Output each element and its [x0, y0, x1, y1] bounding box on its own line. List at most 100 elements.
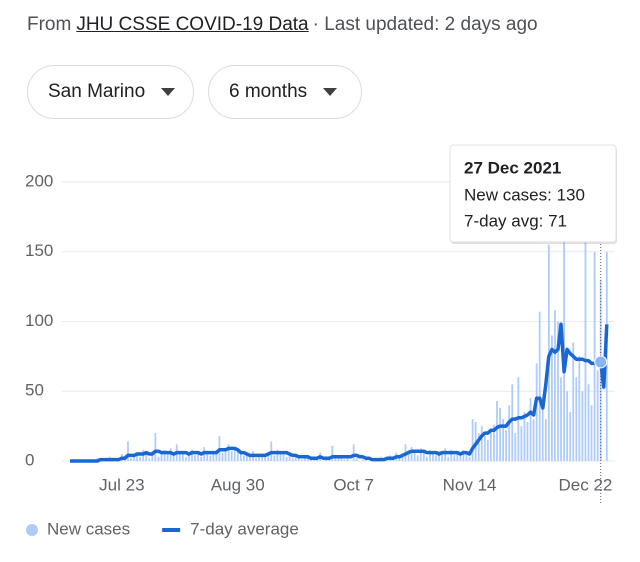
bar [471, 419, 474, 461]
bar [246, 454, 248, 461]
y-tick-label: 150 [25, 241, 53, 260]
bar [480, 426, 483, 461]
bar [160, 454, 163, 461]
bar [233, 447, 236, 461]
bar [151, 451, 154, 461]
bar [169, 448, 172, 461]
period: 6 months [229, 81, 308, 102]
bar [505, 430, 508, 461]
bar [413, 452, 416, 461]
bar [432, 454, 434, 461]
bar [297, 456, 300, 461]
bar [523, 412, 526, 461]
bar [438, 451, 440, 461]
bar [166, 452, 169, 461]
bar [465, 451, 468, 461]
bar [535, 363, 538, 461]
bar [410, 447, 413, 461]
bar [172, 455, 175, 461]
bar [163, 449, 166, 461]
bar [267, 452, 270, 461]
bar [209, 455, 212, 461]
bar [544, 419, 547, 461]
bar [282, 452, 285, 461]
bar [569, 412, 572, 461]
bar [529, 398, 532, 461]
bar [441, 452, 443, 461]
bar [416, 455, 419, 461]
bar [355, 458, 358, 461]
y-tick-label: 50 [25, 381, 44, 400]
bar [261, 454, 264, 461]
bar [148, 458, 151, 461]
x-tick-label: Jul 23 [99, 475, 144, 494]
bar [456, 452, 459, 461]
bar [581, 391, 584, 461]
bar [435, 455, 437, 461]
bar [361, 459, 364, 461]
bar [212, 451, 215, 461]
bar [145, 454, 148, 461]
bar [538, 311, 541, 461]
period-dropdown[interactable]: 6 months [208, 65, 362, 119]
bar [453, 455, 456, 461]
bar [288, 455, 291, 461]
legend-swatch [26, 524, 38, 536]
bar [178, 454, 181, 461]
bar [429, 449, 431, 461]
x-tick-label: Oct 7 [333, 475, 374, 494]
bar [578, 356, 581, 461]
bar [188, 452, 190, 461]
bar [477, 433, 480, 461]
bar [130, 458, 132, 461]
location-dropdown[interactable]: San Marino [27, 65, 194, 119]
bar [499, 407, 501, 461]
bar [554, 310, 556, 461]
bar [462, 449, 465, 461]
bar [593, 251, 596, 461]
bar [587, 384, 590, 461]
bar [185, 456, 187, 461]
bar [486, 440, 489, 461]
bar [560, 377, 562, 461]
bar [346, 456, 349, 461]
bar [221, 452, 224, 461]
bar [468, 456, 471, 461]
bar [340, 458, 343, 461]
bar [236, 449, 239, 461]
bar [194, 455, 196, 461]
bar [496, 401, 498, 461]
bar [572, 342, 575, 461]
y-tick-label: 0 [25, 450, 34, 469]
hover-dot [594, 355, 608, 369]
legend-label: New cases [47, 519, 130, 538]
bar [502, 419, 504, 461]
bar [459, 454, 462, 461]
bar [596, 370, 599, 461]
bar [334, 458, 337, 461]
bar [206, 452, 209, 461]
bar [200, 456, 203, 461]
bar [328, 459, 331, 461]
source-link[interactable]: JHU CSSE COVID-19 Data [76, 14, 309, 35]
bar [566, 391, 569, 461]
bar [191, 449, 193, 461]
bar [532, 419, 535, 461]
x-tick-label: Nov 14 [443, 475, 497, 494]
avg-line [70, 322, 609, 463]
bar [310, 459, 312, 461]
bar [258, 455, 260, 461]
bar [590, 405, 593, 461]
bar [273, 455, 276, 461]
bar [279, 454, 282, 461]
bar [584, 237, 587, 461]
arrow [161, 88, 176, 96]
bar [557, 321, 559, 461]
bar [255, 458, 257, 461]
legend-label: 7-day average [190, 519, 299, 538]
bar [136, 452, 138, 461]
bar [291, 458, 294, 461]
bar [285, 456, 288, 461]
